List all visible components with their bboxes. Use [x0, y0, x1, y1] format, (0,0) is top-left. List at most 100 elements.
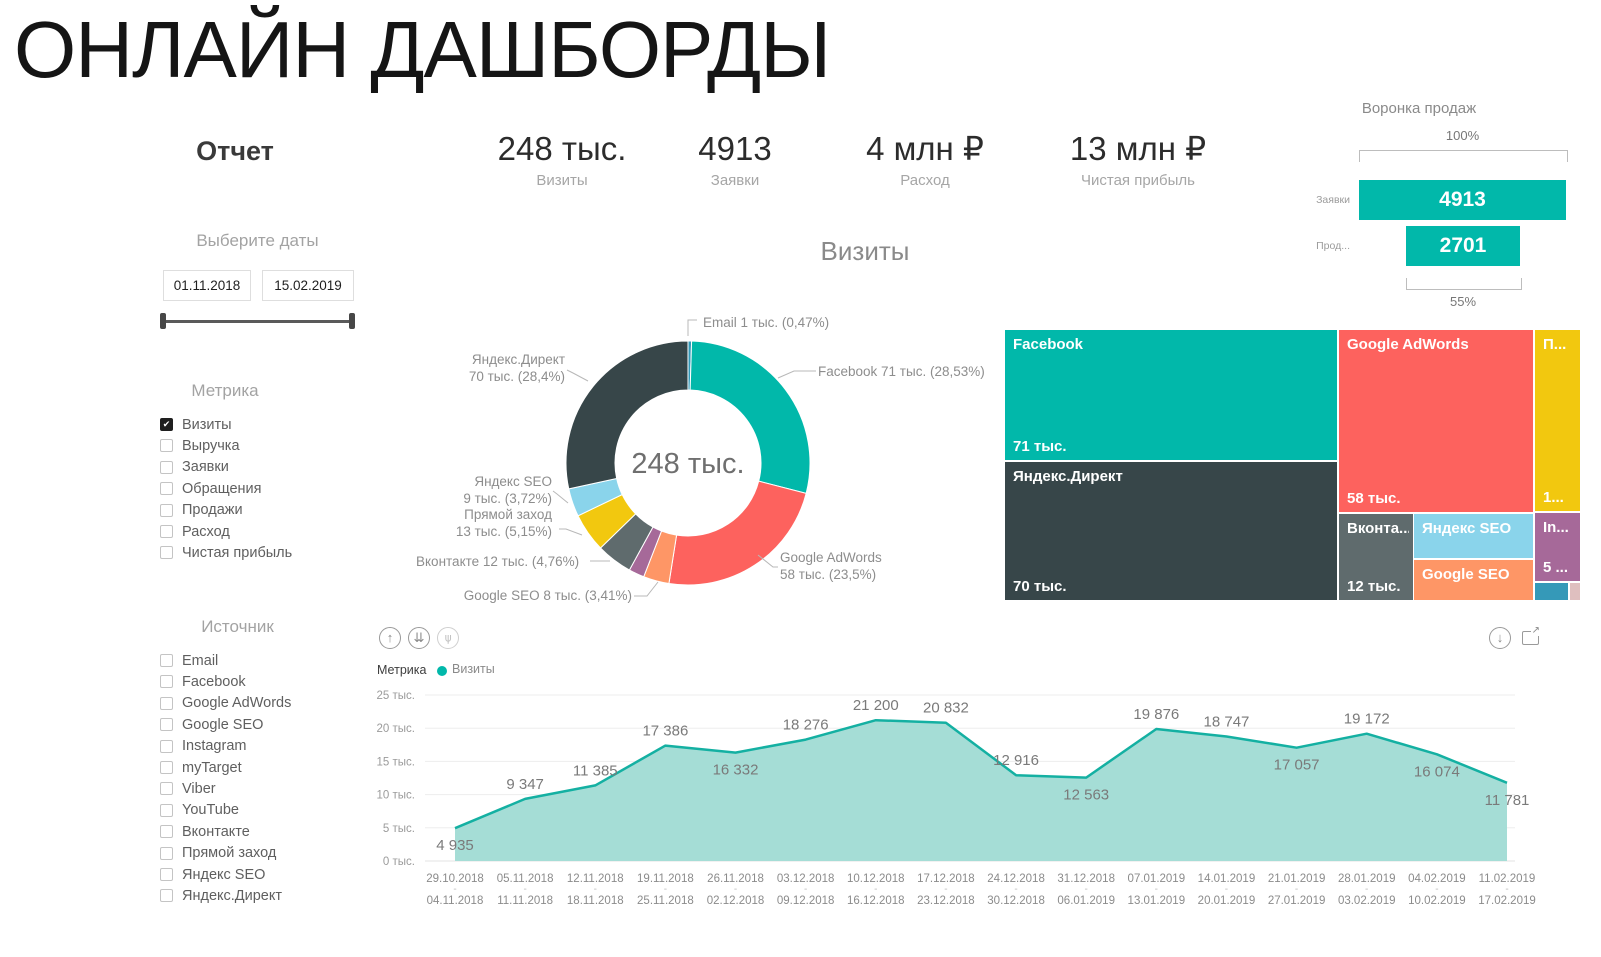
expand-all-icon[interactable]: ⋔: [437, 627, 459, 649]
checkbox-unchecked-icon[interactable]: [160, 803, 173, 817]
treemap-cell-яндекс-директ[interactable]: Яндекс.Директ 70 тыс.: [1005, 462, 1337, 600]
checkbox-unchecked-icon[interactable]: [160, 675, 173, 689]
date-end-input[interactable]: 15.02.2019: [262, 270, 354, 301]
data-label: 12 563: [1063, 787, 1109, 804]
donut-callout-text: 9 тыс. (3,72%): [463, 491, 552, 506]
checkbox-unchecked-icon[interactable]: [160, 439, 173, 453]
metric-checkbox-обращения[interactable]: Обращения: [160, 480, 262, 497]
treemap-cell-яндекс-seo[interactable]: Яндекс SEO: [1414, 514, 1533, 558]
line-legend-series: Визиты: [452, 662, 495, 676]
checkbox-unchecked-icon[interactable]: [160, 718, 173, 732]
treemap-cell-name: Яндекс SEO: [1422, 520, 1512, 537]
data-label: 12 916: [993, 752, 1039, 769]
checkbox-unchecked-icon[interactable]: [160, 739, 173, 753]
treemap-cell-вконта[interactable]: Вконта... 12 тыс.: [1339, 514, 1413, 600]
funnel-bar-заявки[interactable]: 4913: [1359, 180, 1566, 220]
treemap-cell-facebook[interactable]: Facebook 71 тыс.: [1005, 330, 1337, 460]
checkbox-unchecked-icon[interactable]: [160, 696, 173, 710]
treemap-cell-tiny-9[interactable]: [1570, 583, 1580, 600]
sales-funnel: Воронка продаж 100% 55% Заявки 4913 Прод..…: [1258, 100, 1580, 320]
checkbox-unchecked-icon[interactable]: [160, 846, 173, 860]
kpi-label: Визиты: [536, 172, 588, 189]
kpi-row: 248 тыс. Визиты 4913 Заявки 4 млн ₽ Расход 13 …: [0, 130, 1601, 200]
week-dash: -: [1154, 884, 1158, 895]
drilldown-toggle-icon[interactable]: ↓: [1489, 627, 1511, 649]
week-dash: -: [1435, 884, 1439, 895]
week-end-date: 06.01.2019: [1057, 895, 1115, 907]
date-start-input[interactable]: 01.11.2018: [163, 270, 251, 301]
source-checkbox-viber[interactable]: Viber: [160, 780, 216, 797]
donut-callout-google-seo: Google SEO 8 тыс. (3,41%): [428, 587, 632, 604]
source-checkbox-mytarget[interactable]: myTarget: [160, 759, 242, 776]
source-checkbox-google-seo[interactable]: Google SEO: [160, 716, 263, 733]
kpi-value: 4913: [698, 130, 772, 167]
callout-line-яндекс-seo: [552, 490, 569, 504]
checkbox-unchecked-icon[interactable]: [160, 889, 173, 903]
donut-center-label: 248 тыс.: [631, 448, 744, 480]
donut-slice-яндекс-директ[interactable]: [565, 340, 689, 490]
checkbox-unchecked-icon[interactable]: [160, 482, 173, 496]
slider-handle-right[interactable]: [349, 313, 355, 329]
donut-callout-text: 58 тыс. (23,5%): [780, 567, 877, 582]
x-axis-label-week-16: 11.02.2019-17.02.2019: [1472, 866, 1542, 908]
source-checkbox-email[interactable]: Email: [160, 652, 218, 669]
donut-slice-facebook[interactable]: [689, 340, 811, 494]
source-checkbox-label: Прямой заход: [182, 845, 277, 862]
source-checkbox-youtube[interactable]: YouTube: [160, 802, 239, 819]
report-title: Отчет: [196, 136, 274, 166]
kpi-визиты: 248 тыс. Визиты: [498, 130, 627, 189]
x-axis-label-week-11: 07.01.2019-13.01.2019: [1121, 866, 1191, 908]
source-checkbox-вконтакте[interactable]: Вконтакте: [160, 823, 250, 840]
source-checkbox-яндекс-seo[interactable]: Яндекс SEO: [160, 866, 265, 883]
metric-checkbox-label: Заявки: [182, 459, 229, 476]
week-start-date: 29.10.2018: [426, 873, 484, 885]
data-label: 20 832: [923, 700, 969, 717]
data-label: 16 332: [713, 762, 759, 779]
checkbox-unchecked-icon[interactable]: [160, 525, 173, 538]
checkbox-checked-icon[interactable]: ✔: [160, 418, 173, 431]
source-checkbox-facebook[interactable]: Facebook: [160, 673, 246, 690]
area-fill[interactable]: [455, 720, 1507, 861]
drill-up-icon[interactable]: ↑: [379, 627, 401, 649]
week-dash: -: [523, 884, 527, 895]
week-end-date: 16.12.2018: [847, 895, 905, 907]
donut-callout-прямой-заход: Прямой заход 13 тыс. (5,15%): [396, 506, 552, 540]
date-range-slider[interactable]: [160, 313, 355, 329]
checkbox-unchecked-icon[interactable]: [160, 654, 173, 667]
drill-down-double-icon[interactable]: ⇊: [408, 627, 430, 649]
data-label: 11 781: [1485, 792, 1530, 809]
funnel-bar-прод[interactable]: 2701: [1406, 226, 1520, 266]
source-checkbox-instagram[interactable]: Instagram: [160, 738, 246, 755]
metric-checkbox-выручка[interactable]: Выручка: [160, 437, 240, 454]
metric-checkbox-расход[interactable]: Расход: [160, 523, 230, 540]
treemap-cell-tiny-8[interactable]: [1535, 583, 1568, 600]
checkbox-unchecked-icon[interactable]: [160, 503, 173, 517]
slider-handle-left[interactable]: [160, 313, 166, 329]
metric-checkbox-заявки[interactable]: Заявки: [160, 459, 229, 476]
week-end-date: 04.11.2018: [426, 895, 484, 907]
callout-line-email: [687, 319, 697, 336]
focus-mode-icon[interactable]: ↗: [1522, 625, 1541, 645]
data-label: 21 200: [853, 697, 899, 714]
checkbox-unchecked-icon[interactable]: [160, 782, 173, 796]
week-start-date: 07.01.2019: [1127, 873, 1186, 885]
source-checkbox-label: Google SEO: [182, 716, 264, 733]
checkbox-unchecked-icon[interactable]: [160, 868, 173, 881]
treemap-cell-п[interactable]: П... 1...: [1535, 330, 1580, 511]
source-checkbox-прямой-заход[interactable]: Прямой заход: [160, 845, 276, 862]
week-start-date: 28.01.2019: [1337, 873, 1396, 885]
checkbox-unchecked-icon[interactable]: [160, 761, 173, 774]
donut-callout-text: Яндекс SEO: [474, 474, 552, 489]
source-checkbox-google-adwords[interactable]: Google AdWords: [160, 695, 291, 712]
source-checkbox-яндекс-директ[interactable]: Яндекс.Директ: [160, 887, 282, 904]
checkbox-unchecked-icon[interactable]: [160, 546, 173, 560]
checkbox-unchecked-icon[interactable]: [160, 460, 173, 474]
treemap-cell-in[interactable]: In... 5 ...: [1535, 513, 1580, 581]
checkbox-unchecked-icon[interactable]: [160, 825, 173, 839]
metric-checkbox-визиты[interactable]: ✔ Визиты: [160, 416, 232, 433]
metric-checkbox-продажи[interactable]: Продажи: [160, 502, 243, 519]
treemap-cell-google-adwords[interactable]: Google AdWords 58 тыс.: [1339, 330, 1533, 512]
x-axis-label-week-12: 14.01.2019-20.01.2019: [1191, 866, 1261, 908]
treemap-cell-google-seo[interactable]: Google SEO: [1414, 560, 1533, 600]
metric-checkbox-чистая-прибыль[interactable]: Чистая прибыль: [160, 544, 292, 561]
